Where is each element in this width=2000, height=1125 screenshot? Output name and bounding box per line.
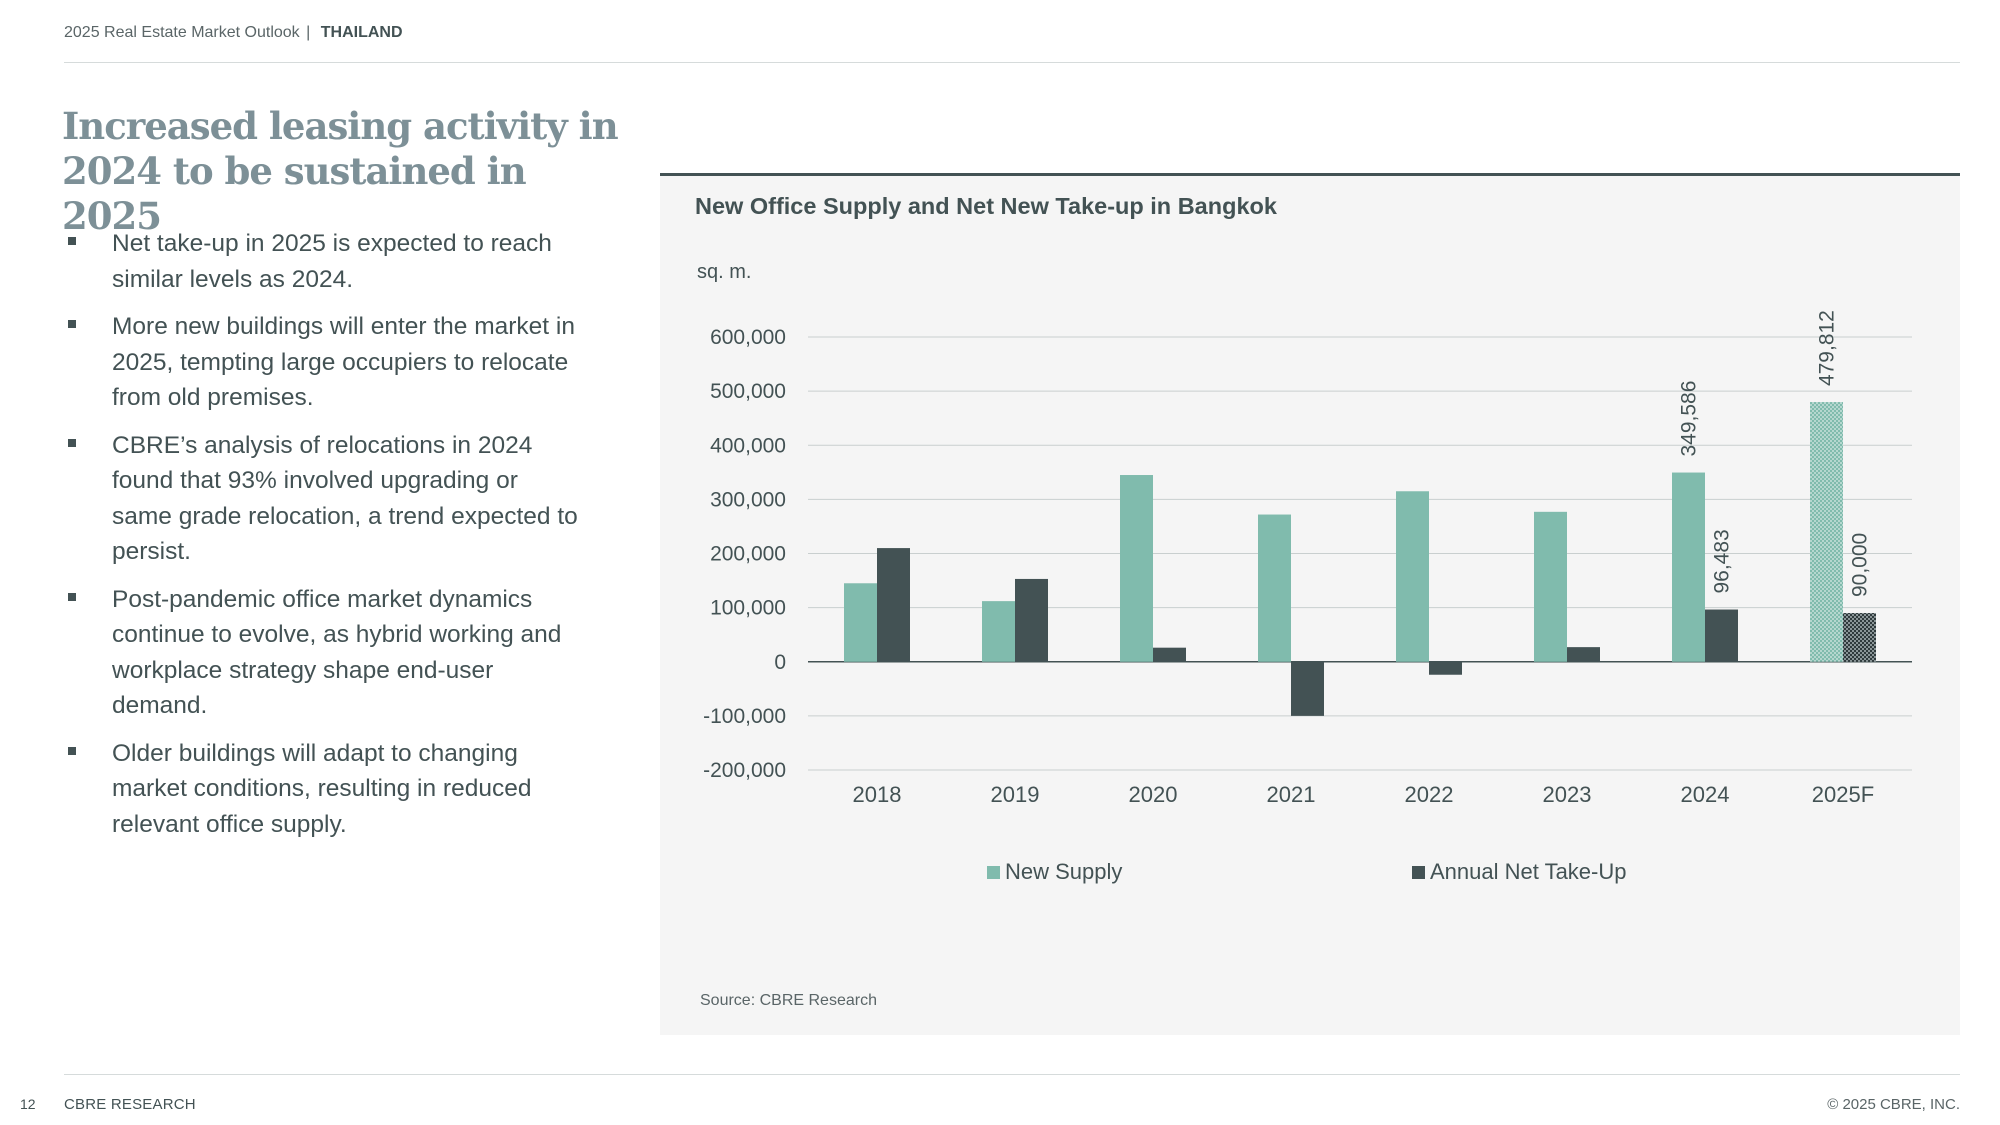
legend-label: New Supply [1005, 859, 1122, 884]
new-supply-bar [1120, 475, 1153, 662]
bullet-item: Post-pandemic office market dynamics con… [64, 582, 584, 724]
report-title: 2025 Real Estate Market Outlook [64, 24, 300, 41]
bar-chart: 600,000 500,000 400,000 300,000 200,000 100,0… [703, 310, 1912, 884]
bullet-square-icon [68, 320, 76, 328]
x-tick-label: 2020 [1129, 782, 1178, 807]
net-takeup-bar [1843, 613, 1876, 662]
new-supply-bar [1258, 514, 1291, 662]
net-takeup-bar [1567, 647, 1600, 662]
chart-source: Source: CBRE Research [700, 992, 877, 1009]
net-takeup-bar [1705, 609, 1738, 662]
bullet-text: More new buildings will enter the market… [112, 313, 575, 411]
bullet-square-icon [68, 438, 76, 447]
net-takeup-bar [1429, 661, 1462, 675]
bullet-square-icon [68, 746, 76, 755]
bullet-square-icon [68, 237, 76, 245]
y-tick-label: 600,000 [710, 326, 786, 349]
y-axis-unit: sq. m. [697, 261, 752, 283]
y-tick-label: 400,000 [710, 434, 786, 457]
data-label: 479,812 [1816, 310, 1839, 386]
new-supply-bar [1534, 511, 1567, 662]
footer-brand: CBRE RESEARCH [64, 1096, 196, 1113]
bullet-text: Older buildings will adapt to changing m… [112, 739, 532, 838]
new-supply-bar [982, 601, 1015, 662]
bullet-text: Post-pandemic office market dynamics con… [112, 585, 562, 720]
data-label: 349,586 [1678, 381, 1701, 457]
y-tick-label: 0 [774, 651, 786, 674]
footer-copyright: © 2025 CBRE, INC. [1827, 1096, 1960, 1113]
y-tick-label: 300,000 [710, 488, 786, 511]
x-tick-label: 2022 [1405, 782, 1454, 807]
page-title: Increased leasing activity in 2024 to be… [62, 104, 619, 238]
net-takeup-bar [877, 548, 910, 662]
net-takeup-bar [1291, 661, 1324, 716]
x-tick-label: 2021 [1267, 782, 1316, 807]
legend-swatch-new-supply [987, 866, 1000, 879]
x-tick-label: 2023 [1543, 782, 1592, 807]
bullet-item: Net take-up in 2025 is expected to reach… [64, 226, 584, 297]
chart-panel: New Office Supply and Net New Take-up in… [660, 173, 1960, 1035]
x-tick-label: 2019 [991, 782, 1040, 807]
report-country: THAILAND [320, 24, 403, 41]
y-tick-label: 200,000 [710, 543, 786, 566]
bullet-list: Net take-up in 2025 is expected to reach… [64, 226, 584, 854]
footer-divider [64, 1074, 1960, 1075]
header-separator: | [306, 24, 311, 41]
y-tick-label: 500,000 [710, 380, 786, 403]
legend-swatch-net-takeup [1412, 866, 1425, 879]
data-label: 96,483 [1711, 529, 1734, 593]
new-supply-bar [1810, 402, 1843, 662]
chart-title: New Office Supply and Net New Take-up in… [695, 193, 1277, 219]
bullet-item: CBRE’s analysis of relocations in 2024 f… [64, 428, 584, 570]
net-takeup-bar [1153, 647, 1186, 662]
net-takeup-bar [1015, 578, 1048, 662]
y-tick-label: 100,000 [710, 597, 786, 620]
data-label: 90,000 [1849, 533, 1872, 597]
x-tick-label: 2018 [853, 782, 902, 807]
header-divider [64, 62, 1960, 63]
legend-label: Annual Net Take-Up [1430, 859, 1627, 884]
bullet-square-icon [68, 592, 76, 601]
new-supply-bar [1672, 472, 1705, 662]
new-supply-bar [844, 583, 877, 662]
report-header: 2025 Real Estate Market Outlook | THAILA… [64, 24, 403, 42]
bullet-item: More new buildings will enter the market… [64, 309, 584, 416]
y-tick-label: -100,000 [703, 705, 786, 728]
bullet-text: CBRE’s analysis of relocations in 2024 f… [112, 431, 578, 566]
x-tick-label: 2025F [1812, 782, 1874, 807]
y-tick-label: -200,000 [703, 759, 786, 782]
page-number: 12 [20, 1096, 36, 1112]
new-supply-bar [1396, 491, 1429, 662]
x-tick-label: 2024 [1681, 782, 1730, 807]
bullet-text: Net take-up in 2025 is expected to reach… [112, 230, 552, 293]
bullet-item: Older buildings will adapt to changing m… [64, 736, 584, 843]
